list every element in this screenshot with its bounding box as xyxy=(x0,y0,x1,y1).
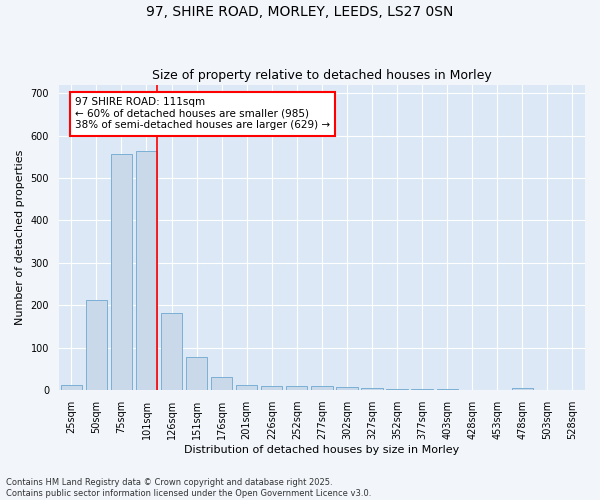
Bar xyxy=(236,384,257,390)
Bar xyxy=(361,388,383,390)
X-axis label: Distribution of detached houses by size in Morley: Distribution of detached houses by size … xyxy=(184,445,460,455)
Text: 97, SHIRE ROAD, MORLEY, LEEDS, LS27 0SN: 97, SHIRE ROAD, MORLEY, LEEDS, LS27 0SN xyxy=(146,5,454,19)
Bar xyxy=(311,386,332,390)
Bar xyxy=(336,388,358,390)
Bar xyxy=(437,389,458,390)
Bar xyxy=(136,151,157,390)
Text: Contains HM Land Registry data © Crown copyright and database right 2025.
Contai: Contains HM Land Registry data © Crown c… xyxy=(6,478,371,498)
Bar xyxy=(512,388,533,390)
Bar xyxy=(211,376,232,390)
Bar xyxy=(86,300,107,390)
Text: 97 SHIRE ROAD: 111sqm
← 60% of detached houses are smaller (985)
38% of semi-det: 97 SHIRE ROAD: 111sqm ← 60% of detached … xyxy=(75,98,330,130)
Bar xyxy=(286,386,307,390)
Bar xyxy=(412,388,433,390)
Title: Size of property relative to detached houses in Morley: Size of property relative to detached ho… xyxy=(152,69,492,82)
Bar xyxy=(261,386,283,390)
Y-axis label: Number of detached properties: Number of detached properties xyxy=(15,150,25,325)
Bar xyxy=(111,154,132,390)
Bar xyxy=(386,388,408,390)
Bar xyxy=(61,385,82,390)
Bar xyxy=(161,313,182,390)
Bar xyxy=(186,357,207,390)
